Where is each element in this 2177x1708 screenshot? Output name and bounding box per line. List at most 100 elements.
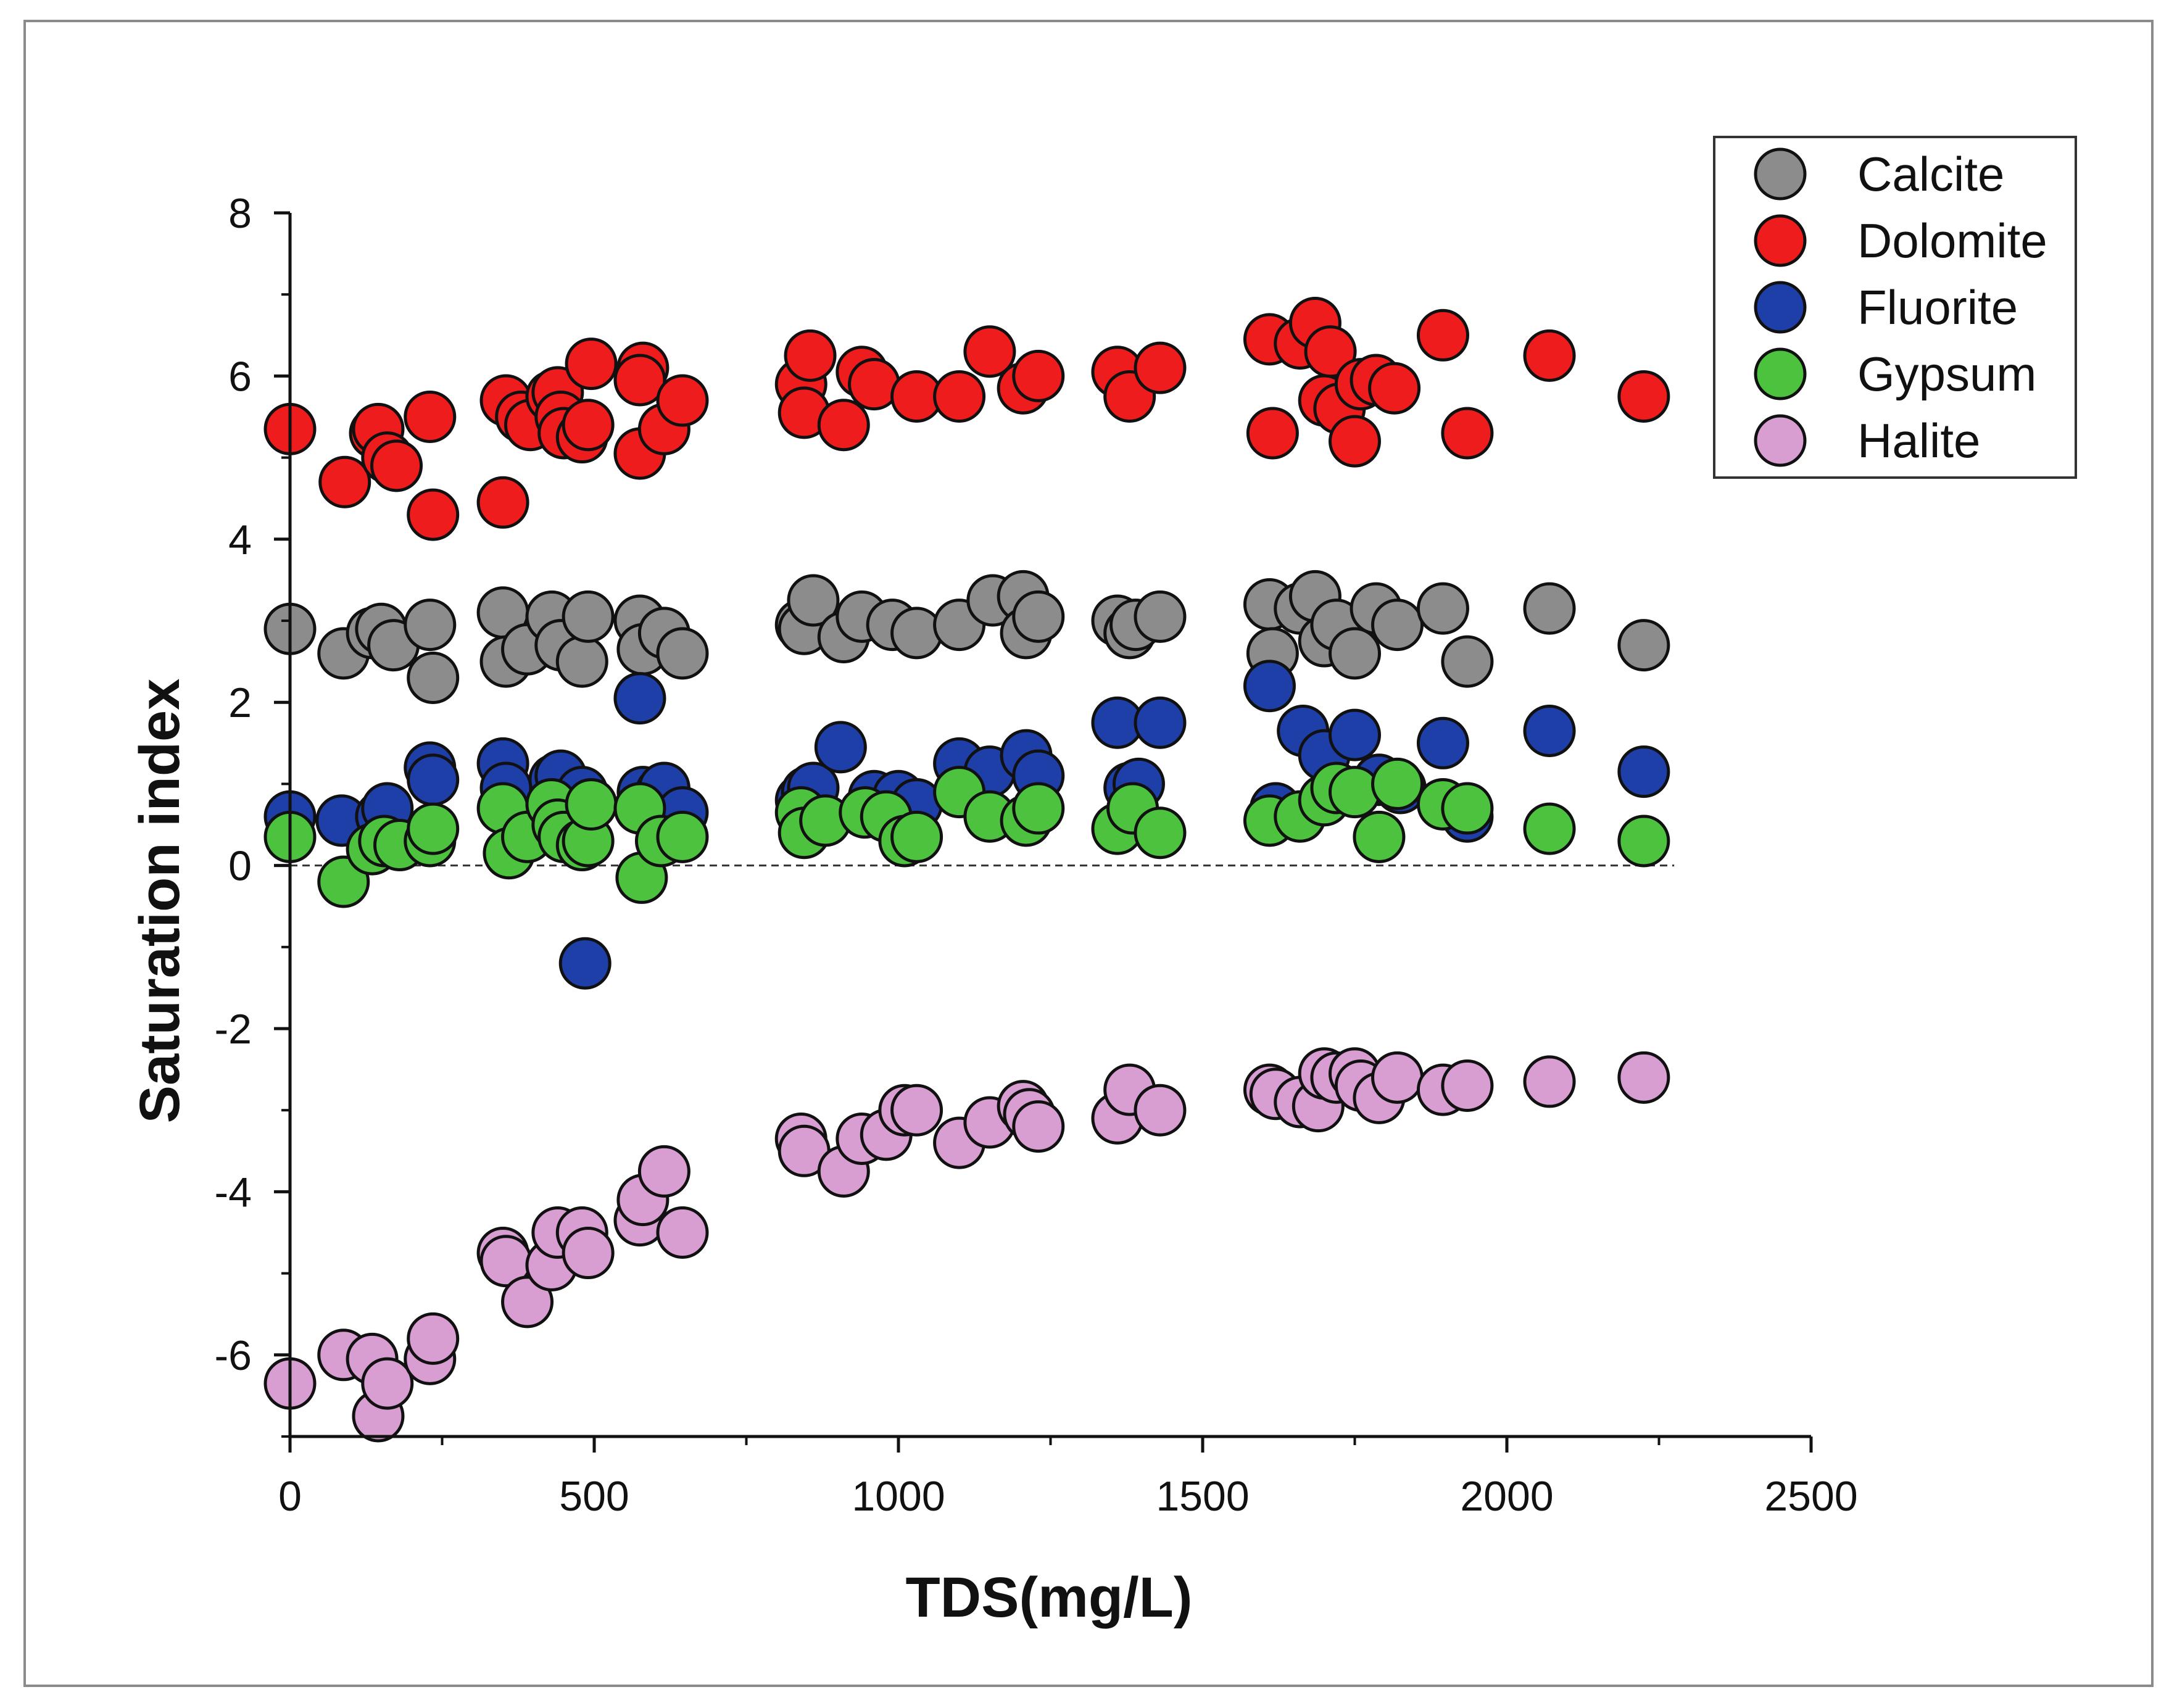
y-tick-label: 6 <box>228 353 252 400</box>
gypsum-point <box>890 810 943 863</box>
dolomite-point <box>817 399 870 452</box>
legend-label-calcite: Calcite <box>1857 147 2004 201</box>
dolomite-point <box>370 439 423 492</box>
calcite-point <box>555 635 608 688</box>
dolomite-point <box>784 329 837 382</box>
x-tick-label: 0 <box>278 1473 302 1520</box>
calcite-point <box>1134 590 1187 643</box>
halite-point <box>656 1206 709 1259</box>
dolomite-point <box>1617 370 1670 423</box>
x-tick-label: 2500 <box>1764 1473 1857 1520</box>
x-tick-label: 500 <box>559 1473 629 1520</box>
halite-point <box>562 1227 615 1280</box>
dolomite-point <box>1416 309 1469 362</box>
gypsum-point <box>407 802 460 855</box>
dolomite-point <box>318 455 371 508</box>
legend-marker-dolomite <box>1754 214 1807 267</box>
gypsum-point <box>1617 815 1670 868</box>
calcite-point <box>562 590 615 643</box>
legend-label-fluorite: Fluorite <box>1857 280 2018 334</box>
fluorite-point <box>407 753 460 806</box>
dolomite-point <box>933 370 986 423</box>
y-tick-label: 2 <box>228 679 252 726</box>
gypsum-point <box>656 810 709 863</box>
halite-point <box>1441 1059 1494 1113</box>
y-tick-label: 8 <box>228 190 252 237</box>
dolomite-point <box>1329 415 1381 468</box>
dolomite-point <box>1134 341 1187 394</box>
calcite-point <box>1523 582 1576 635</box>
series-dolomite <box>263 296 1670 541</box>
dolomite-point <box>613 354 666 407</box>
gypsum-point <box>1134 806 1187 860</box>
gypsum-point <box>1441 782 1494 835</box>
legend-marker-gypsum <box>1754 347 1807 400</box>
halite-point <box>1617 1051 1670 1104</box>
fluorite-point <box>1523 704 1576 757</box>
calcite-point <box>404 599 457 652</box>
halite-point <box>1523 1055 1576 1108</box>
x-axis-title: TDS(mg/L) <box>905 1566 1192 1629</box>
calcite-point <box>1441 635 1494 688</box>
y-tick-label: -6 <box>215 1332 252 1379</box>
halite-point <box>890 1084 943 1137</box>
gypsum-point <box>1353 810 1406 863</box>
fluorite-point <box>1416 716 1469 769</box>
fluorite-point <box>1243 660 1296 713</box>
gypsum-point <box>565 777 618 831</box>
legend-label-halite: Halite <box>1857 413 1980 468</box>
legend: Calcite Dolomite Fluorite Gypsum Halite <box>1713 136 2077 479</box>
halite-point <box>501 1275 554 1329</box>
y-axis-title: Saturation index <box>128 679 191 1124</box>
halite-point <box>637 1145 690 1198</box>
dolomite-point <box>1523 329 1576 382</box>
x-tick-label: 2000 <box>1460 1473 1553 1520</box>
dolomite-point <box>1368 362 1421 415</box>
axes: 8 6 4 2 0 -2 -4 -6 0 500 1000 1500 2000 2500 <box>215 190 1858 1520</box>
x-tick-label: 1500 <box>1156 1473 1249 1520</box>
calcite-point <box>1416 582 1469 635</box>
x-tick-label: 1000 <box>852 1473 945 1520</box>
dolomite-point <box>1441 407 1494 460</box>
halite-point <box>1134 1084 1187 1137</box>
fluorite-point <box>814 721 867 774</box>
calcite-point <box>1329 627 1381 680</box>
halite-point <box>407 1312 460 1365</box>
y-tick-label: 0 <box>228 843 252 890</box>
gypsum-point <box>1371 757 1424 810</box>
y-tick-label: -2 <box>215 1006 252 1053</box>
calcite-point <box>1617 619 1670 672</box>
legend-marker-calcite <box>1754 147 1807 201</box>
fluorite-point <box>1134 696 1187 749</box>
dolomite-point <box>656 374 709 427</box>
halite-point <box>361 1357 414 1410</box>
fluorite-point <box>558 937 612 990</box>
dolomite-point <box>1246 407 1299 460</box>
fluorite-point <box>613 672 666 725</box>
calcite-point <box>890 607 943 660</box>
y-tick-label: 4 <box>228 516 252 563</box>
dolomite-point <box>562 399 615 452</box>
series-gypsum <box>263 757 1670 908</box>
dolomite-point <box>404 391 457 443</box>
calcite-point <box>1371 599 1424 652</box>
series-halite <box>263 1047 1670 1443</box>
gypsum-point <box>1012 782 1065 835</box>
legend-marker-halite <box>1754 414 1807 467</box>
dolomite-point <box>963 325 1016 378</box>
dolomite-point <box>476 476 529 529</box>
dolomite-point <box>407 488 460 541</box>
dolomite-point <box>1012 349 1065 402</box>
fluorite-point <box>1617 745 1670 798</box>
calcite-point <box>787 574 840 627</box>
y-tick-label: -4 <box>215 1169 252 1216</box>
series-calcite <box>263 570 1670 705</box>
calcite-point <box>407 652 460 705</box>
gypsum-point <box>1523 802 1576 855</box>
plot-area <box>263 296 1675 1443</box>
calcite-point <box>1012 590 1065 643</box>
calcite-point <box>656 627 709 680</box>
halite-point <box>1371 1051 1424 1104</box>
fluorite-point <box>1329 708 1381 761</box>
